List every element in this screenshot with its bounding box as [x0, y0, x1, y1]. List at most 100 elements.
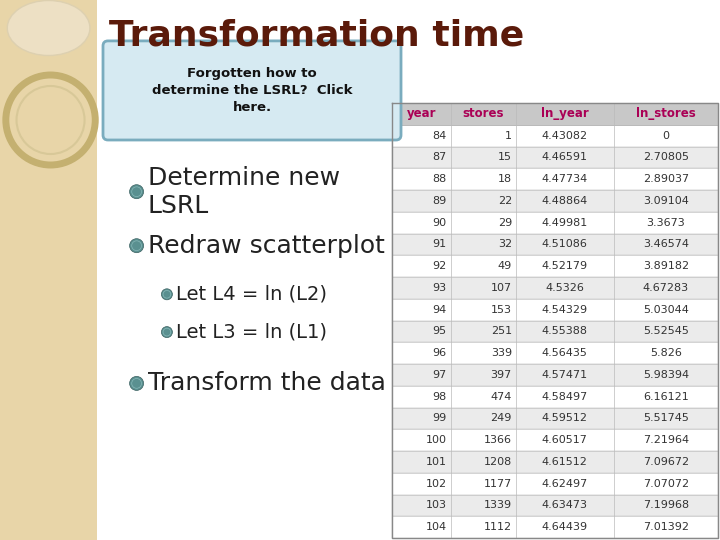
- Text: 339: 339: [491, 348, 512, 358]
- Bar: [392, 146, 718, 168]
- Text: 4.57471: 4.57471: [541, 370, 588, 380]
- Text: 4.63473: 4.63473: [541, 501, 588, 510]
- Text: 1208: 1208: [484, 457, 512, 467]
- Text: ln_stores: ln_stores: [636, 107, 696, 120]
- Text: 4.46591: 4.46591: [541, 152, 588, 163]
- Ellipse shape: [17, 86, 84, 154]
- Text: 4.5326: 4.5326: [545, 283, 584, 293]
- Text: 153: 153: [491, 305, 512, 315]
- Bar: [392, 212, 718, 233]
- Text: 7.01392: 7.01392: [643, 522, 689, 532]
- Text: 32: 32: [498, 239, 512, 249]
- Text: 0: 0: [662, 131, 670, 140]
- Text: 95: 95: [433, 326, 446, 336]
- Text: 94: 94: [433, 305, 446, 315]
- Bar: [392, 168, 718, 190]
- Bar: [392, 321, 718, 342]
- Text: 251: 251: [491, 326, 512, 336]
- FancyBboxPatch shape: [103, 41, 401, 140]
- Bar: [392, 472, 718, 495]
- Text: 102: 102: [426, 478, 446, 489]
- Text: 4.55388: 4.55388: [541, 326, 588, 336]
- Text: 4.54329: 4.54329: [541, 305, 588, 315]
- Text: 97: 97: [433, 370, 446, 380]
- Text: Let L4 = ln (L2): Let L4 = ln (L2): [176, 285, 328, 304]
- Text: Redraw scatterplot: Redraw scatterplot: [148, 234, 384, 258]
- Text: 29: 29: [498, 218, 512, 228]
- Text: Forgotten how to
determine the LSRL?  Click
here.: Forgotten how to determine the LSRL? Cli…: [152, 67, 352, 114]
- Text: 18: 18: [498, 174, 512, 184]
- Text: 99: 99: [433, 414, 446, 423]
- Text: 5.51745: 5.51745: [643, 414, 689, 423]
- Text: 2.70805: 2.70805: [643, 152, 689, 163]
- Text: 15: 15: [498, 152, 512, 163]
- Text: 4.62497: 4.62497: [541, 478, 588, 489]
- Bar: [392, 408, 718, 429]
- Text: 89: 89: [433, 196, 446, 206]
- Bar: [392, 386, 718, 408]
- Text: 88: 88: [433, 174, 446, 184]
- Text: 3.89182: 3.89182: [643, 261, 689, 271]
- Text: 49: 49: [498, 261, 512, 271]
- Bar: [392, 495, 718, 516]
- Text: 84: 84: [433, 131, 446, 140]
- Text: 5.52545: 5.52545: [643, 326, 689, 336]
- Text: year: year: [407, 107, 436, 120]
- Text: 7.19968: 7.19968: [643, 501, 689, 510]
- Text: 1339: 1339: [484, 501, 512, 510]
- Text: 474: 474: [490, 392, 512, 402]
- Bar: [392, 190, 718, 212]
- Text: Transformation time: Transformation time: [109, 18, 524, 52]
- Bar: [392, 277, 718, 299]
- Text: 104: 104: [426, 522, 446, 532]
- Text: 1: 1: [505, 131, 512, 140]
- Text: 4.59512: 4.59512: [541, 414, 588, 423]
- Text: 1177: 1177: [484, 478, 512, 489]
- Bar: [392, 233, 718, 255]
- Circle shape: [130, 376, 143, 390]
- Circle shape: [161, 327, 172, 338]
- Text: 107: 107: [491, 283, 512, 293]
- Text: 7.09672: 7.09672: [643, 457, 689, 467]
- Text: 100: 100: [426, 435, 446, 445]
- Text: 249: 249: [490, 414, 512, 423]
- Text: 4.58497: 4.58497: [541, 392, 588, 402]
- Text: 103: 103: [426, 501, 446, 510]
- Bar: [392, 103, 718, 125]
- Ellipse shape: [7, 1, 90, 56]
- Text: 4.49981: 4.49981: [541, 218, 588, 228]
- Bar: [0, 0, 97, 540]
- Text: 4.67283: 4.67283: [643, 283, 689, 293]
- Text: 4.48864: 4.48864: [541, 196, 588, 206]
- Text: Let L3 = ln (L1): Let L3 = ln (L1): [176, 322, 328, 342]
- Text: 7.21964: 7.21964: [643, 435, 689, 445]
- Text: 397: 397: [490, 370, 512, 380]
- Bar: [392, 103, 718, 538]
- Text: 90: 90: [433, 218, 446, 228]
- Text: 4.52179: 4.52179: [541, 261, 588, 271]
- Bar: [392, 451, 718, 472]
- Text: 92: 92: [433, 261, 446, 271]
- Text: 1366: 1366: [484, 435, 512, 445]
- Text: 2.89037: 2.89037: [643, 174, 689, 184]
- Text: 3.09104: 3.09104: [643, 196, 689, 206]
- Text: 5.03044: 5.03044: [643, 305, 689, 315]
- Text: 22: 22: [498, 196, 512, 206]
- Bar: [392, 364, 718, 386]
- Text: 5.98394: 5.98394: [643, 370, 689, 380]
- Text: 4.47734: 4.47734: [541, 174, 588, 184]
- Text: 91: 91: [433, 239, 446, 249]
- Text: 87: 87: [433, 152, 446, 163]
- Bar: [392, 516, 718, 538]
- Text: 93: 93: [433, 283, 446, 293]
- Bar: [392, 125, 718, 146]
- Text: 4.51086: 4.51086: [542, 239, 588, 249]
- Text: 4.61512: 4.61512: [542, 457, 588, 467]
- Text: 4.60517: 4.60517: [542, 435, 588, 445]
- Text: 5.826: 5.826: [650, 348, 682, 358]
- Text: 4.56435: 4.56435: [542, 348, 588, 358]
- Bar: [97, 0, 720, 540]
- Text: Transform the data: Transform the data: [148, 372, 385, 395]
- Bar: [392, 429, 718, 451]
- Text: 1112: 1112: [484, 522, 512, 532]
